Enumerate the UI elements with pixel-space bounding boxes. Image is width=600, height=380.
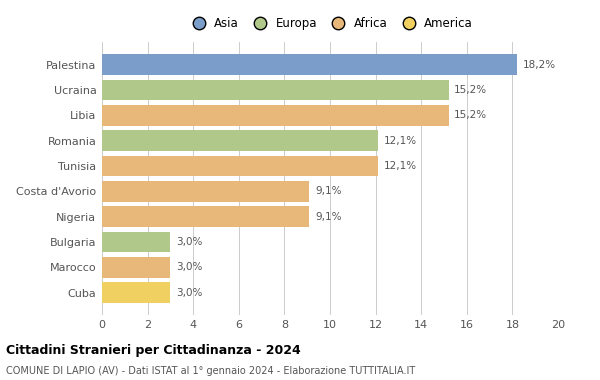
Bar <box>102 54 517 75</box>
Text: COMUNE DI LAPIO (AV) - Dati ISTAT al 1° gennaio 2024 - Elaborazione TUTTITALIA.I: COMUNE DI LAPIO (AV) - Dati ISTAT al 1° … <box>6 366 415 375</box>
Bar <box>102 282 170 303</box>
Bar <box>102 206 310 227</box>
Legend: Asia, Europa, Africa, America: Asia, Europa, Africa, America <box>182 12 478 35</box>
Text: 12,1%: 12,1% <box>383 161 417 171</box>
Bar <box>102 231 170 252</box>
Text: 12,1%: 12,1% <box>383 136 417 146</box>
Bar <box>102 79 449 100</box>
Text: 18,2%: 18,2% <box>523 60 556 70</box>
Text: 3,0%: 3,0% <box>176 237 202 247</box>
Bar <box>102 130 378 151</box>
Text: Cittadini Stranieri per Cittadinanza - 2024: Cittadini Stranieri per Cittadinanza - 2… <box>6 344 301 357</box>
Text: 15,2%: 15,2% <box>454 85 487 95</box>
Bar <box>102 257 170 278</box>
Bar <box>102 181 310 202</box>
Bar <box>102 155 378 176</box>
Bar <box>102 105 449 126</box>
Text: 3,0%: 3,0% <box>176 288 202 298</box>
Text: 9,1%: 9,1% <box>315 186 341 196</box>
Text: 3,0%: 3,0% <box>176 262 202 272</box>
Text: 15,2%: 15,2% <box>454 110 487 120</box>
Text: 9,1%: 9,1% <box>315 212 341 222</box>
